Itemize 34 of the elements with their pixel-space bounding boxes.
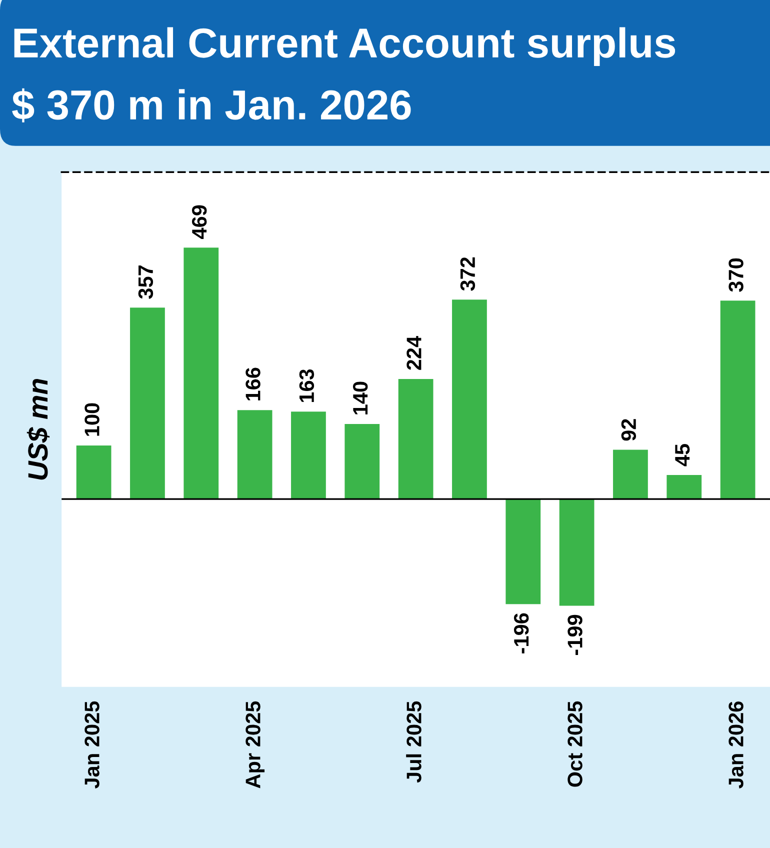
- data-label: 140: [352, 382, 368, 414]
- x-tick-label: Jul 2025: [406, 701, 422, 783]
- bar: [130, 308, 165, 500]
- data-label: 357: [138, 265, 154, 299]
- x-tick-label: Apr 2025: [246, 701, 265, 788]
- chart-subtitle: $ 370 m in Jan. 2026: [12, 88, 411, 122]
- bar: [613, 450, 648, 500]
- bar: [720, 300, 756, 500]
- data-label: 370: [728, 258, 744, 292]
- data-label: -196: [514, 613, 529, 654]
- x-tick-label: Oct 2025: [568, 701, 582, 787]
- data-label: -199: [568, 614, 582, 655]
- data-label: 45: [675, 444, 690, 466]
- bar: [291, 412, 326, 500]
- bar: [398, 378, 434, 500]
- bar: [452, 300, 487, 500]
- bar: [344, 424, 380, 500]
- data-label: 163: [299, 369, 314, 402]
- data-label: 224: [406, 336, 422, 370]
- chart-title: External Current Account surplus: [14, 27, 676, 66]
- x-tick-label: Jan 2026: [728, 702, 744, 788]
- bar: [184, 248, 219, 500]
- bar: [666, 474, 702, 500]
- bar: [506, 499, 541, 604]
- x-tick-label: Jan 2025: [84, 701, 100, 788]
- data-label: 100: [84, 403, 100, 436]
- y-axis-title: US$ mn: [26, 378, 50, 480]
- bar: [559, 499, 594, 606]
- data-label: 166: [246, 368, 260, 400]
- data-label: 92: [621, 419, 636, 441]
- bar: [237, 410, 272, 500]
- bar: [76, 445, 112, 500]
- data-label: 372: [460, 257, 476, 291]
- data-label: 469: [192, 205, 207, 239]
